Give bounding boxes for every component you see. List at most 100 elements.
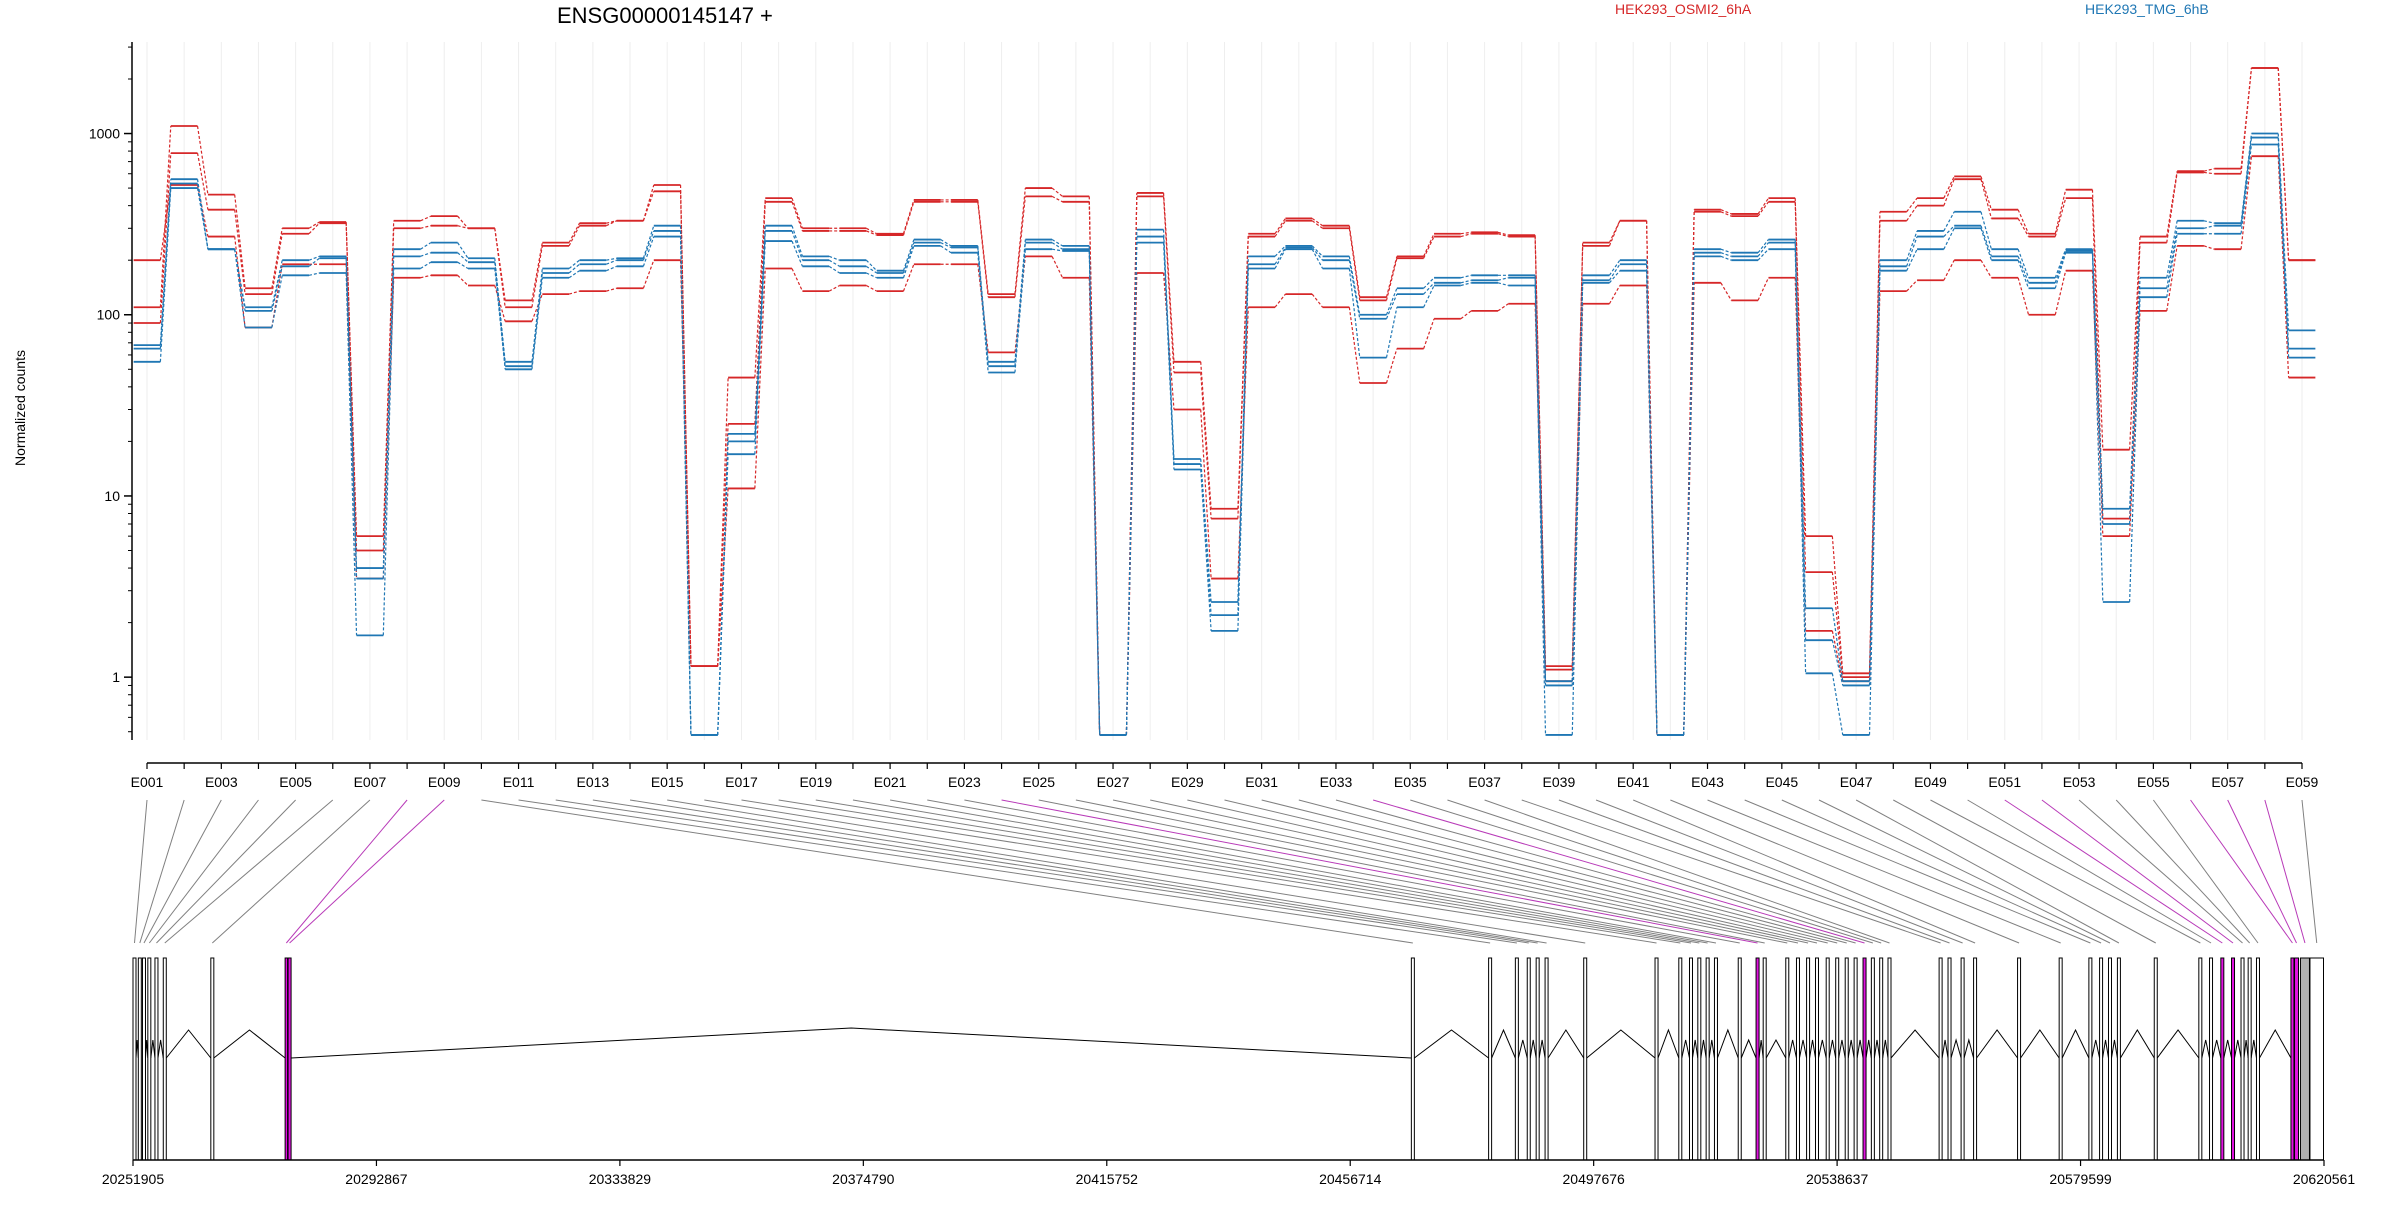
exon-connector	[2078, 799, 2243, 944]
exon-box	[1814, 957, 1819, 1161]
data-connector	[1720, 209, 1732, 215]
exon-box	[162, 957, 167, 1161]
data-connector	[791, 201, 803, 232]
data-connector	[1757, 239, 1769, 254]
genome-coordinate-label: 20292867	[345, 1171, 408, 1187]
exon-label: E017	[725, 774, 758, 790]
data-connector	[2166, 172, 2178, 243]
data-connector	[1831, 640, 1844, 686]
exon-box	[2107, 957, 2112, 1161]
data-connector	[1608, 285, 1621, 305]
data-connector	[457, 215, 469, 229]
data-connector	[2129, 236, 2141, 450]
data-connector	[2203, 220, 2215, 224]
intron-line	[1818, 1039, 1827, 1059]
data-connector	[642, 225, 655, 259]
data-connector	[1906, 230, 1918, 261]
exon-box	[2116, 957, 2121, 1161]
exon-box	[2299, 957, 2310, 1161]
intron-line	[2223, 1039, 2233, 1059]
data-connector	[1348, 307, 1361, 384]
data-connector	[902, 239, 915, 271]
exon-box	[2220, 957, 2225, 1161]
exon-connector	[2041, 799, 2234, 944]
data-connector	[1943, 178, 1955, 206]
data-connector	[1497, 303, 1509, 312]
data-connector	[420, 274, 432, 279]
data-connector	[308, 255, 320, 261]
exon-connector	[1818, 799, 2111, 944]
genome-coordinate-label: 20251905	[102, 1171, 165, 1187]
exon-connector	[1707, 799, 2061, 944]
data-connector	[345, 272, 358, 636]
data-connector	[1052, 248, 1063, 252]
exon-box	[1960, 957, 1965, 1161]
exon-box	[2058, 957, 2063, 1161]
data-connector	[2091, 249, 2104, 509]
data-connector	[1051, 256, 1064, 279]
intron-line	[213, 1029, 286, 1059]
data-connector	[679, 236, 692, 735]
data-connector	[494, 268, 506, 370]
data-connector	[271, 264, 283, 328]
data-connector	[2277, 137, 2290, 349]
exon-box	[1410, 957, 1415, 1161]
legend-label-tmg: HEK293_TMG_6hB	[2085, 1, 2209, 17]
exon-connector	[1447, 799, 1882, 944]
data-connector	[2017, 218, 2030, 237]
data-connector	[1348, 228, 1361, 301]
data-connector	[1608, 220, 1621, 247]
intron-line	[2234, 1039, 2242, 1059]
data-connector	[457, 252, 469, 263]
exon-connector	[1893, 799, 2156, 944]
data-connector	[902, 201, 915, 236]
data-connector	[866, 284, 878, 292]
intron-line	[2102, 1039, 2109, 1059]
exon-box	[2017, 957, 2022, 1161]
intron-line	[1716, 1028, 1739, 1059]
exon-connector	[629, 799, 1538, 944]
data-connector	[606, 257, 617, 261]
exon-connector	[289, 799, 445, 944]
exon-connector	[2152, 799, 2259, 944]
data-connector	[1014, 196, 1026, 298]
intron-line	[2020, 1029, 2060, 1059]
exon-box	[1544, 957, 1549, 1161]
intron-line	[2250, 1039, 2257, 1059]
data-connector	[2091, 189, 2104, 450]
data-connector	[1980, 176, 1992, 210]
data-connector	[791, 197, 803, 229]
data-connector	[791, 225, 803, 257]
data-connector	[1274, 220, 1286, 237]
data-connector	[1274, 218, 1286, 235]
data-connector	[1200, 361, 1212, 509]
data-connector	[1720, 248, 1732, 254]
data-connector	[902, 264, 915, 292]
intron-line	[1517, 1039, 1528, 1059]
data-connector	[642, 236, 655, 267]
exon-connector	[852, 799, 1700, 944]
data-connector	[1794, 242, 1807, 641]
intron-line	[1828, 1039, 1837, 1059]
chart-title: ENSG00000145147 +	[557, 3, 773, 28]
exon-box	[1825, 957, 1830, 1161]
data-connector	[345, 223, 358, 551]
data-connector	[754, 241, 766, 455]
data-connector	[345, 258, 358, 579]
data-connector	[717, 377, 729, 667]
exon-box	[1705, 957, 1710, 1161]
exon-label: E037	[1468, 774, 1501, 790]
exon-box	[1713, 957, 1718, 1161]
data-connector	[531, 245, 543, 308]
exon-label: E009	[428, 774, 461, 790]
intron-line	[165, 1029, 212, 1059]
exon-box	[1654, 957, 1659, 1161]
data-connector	[420, 225, 432, 229]
data-connector	[1497, 231, 1509, 236]
data-connector	[1274, 248, 1286, 269]
exon-label: E025	[1022, 774, 1055, 790]
data-connector	[1051, 195, 1063, 203]
data-connector	[1423, 285, 1435, 308]
data-connector	[420, 242, 432, 250]
exon-box	[1835, 957, 1840, 1161]
